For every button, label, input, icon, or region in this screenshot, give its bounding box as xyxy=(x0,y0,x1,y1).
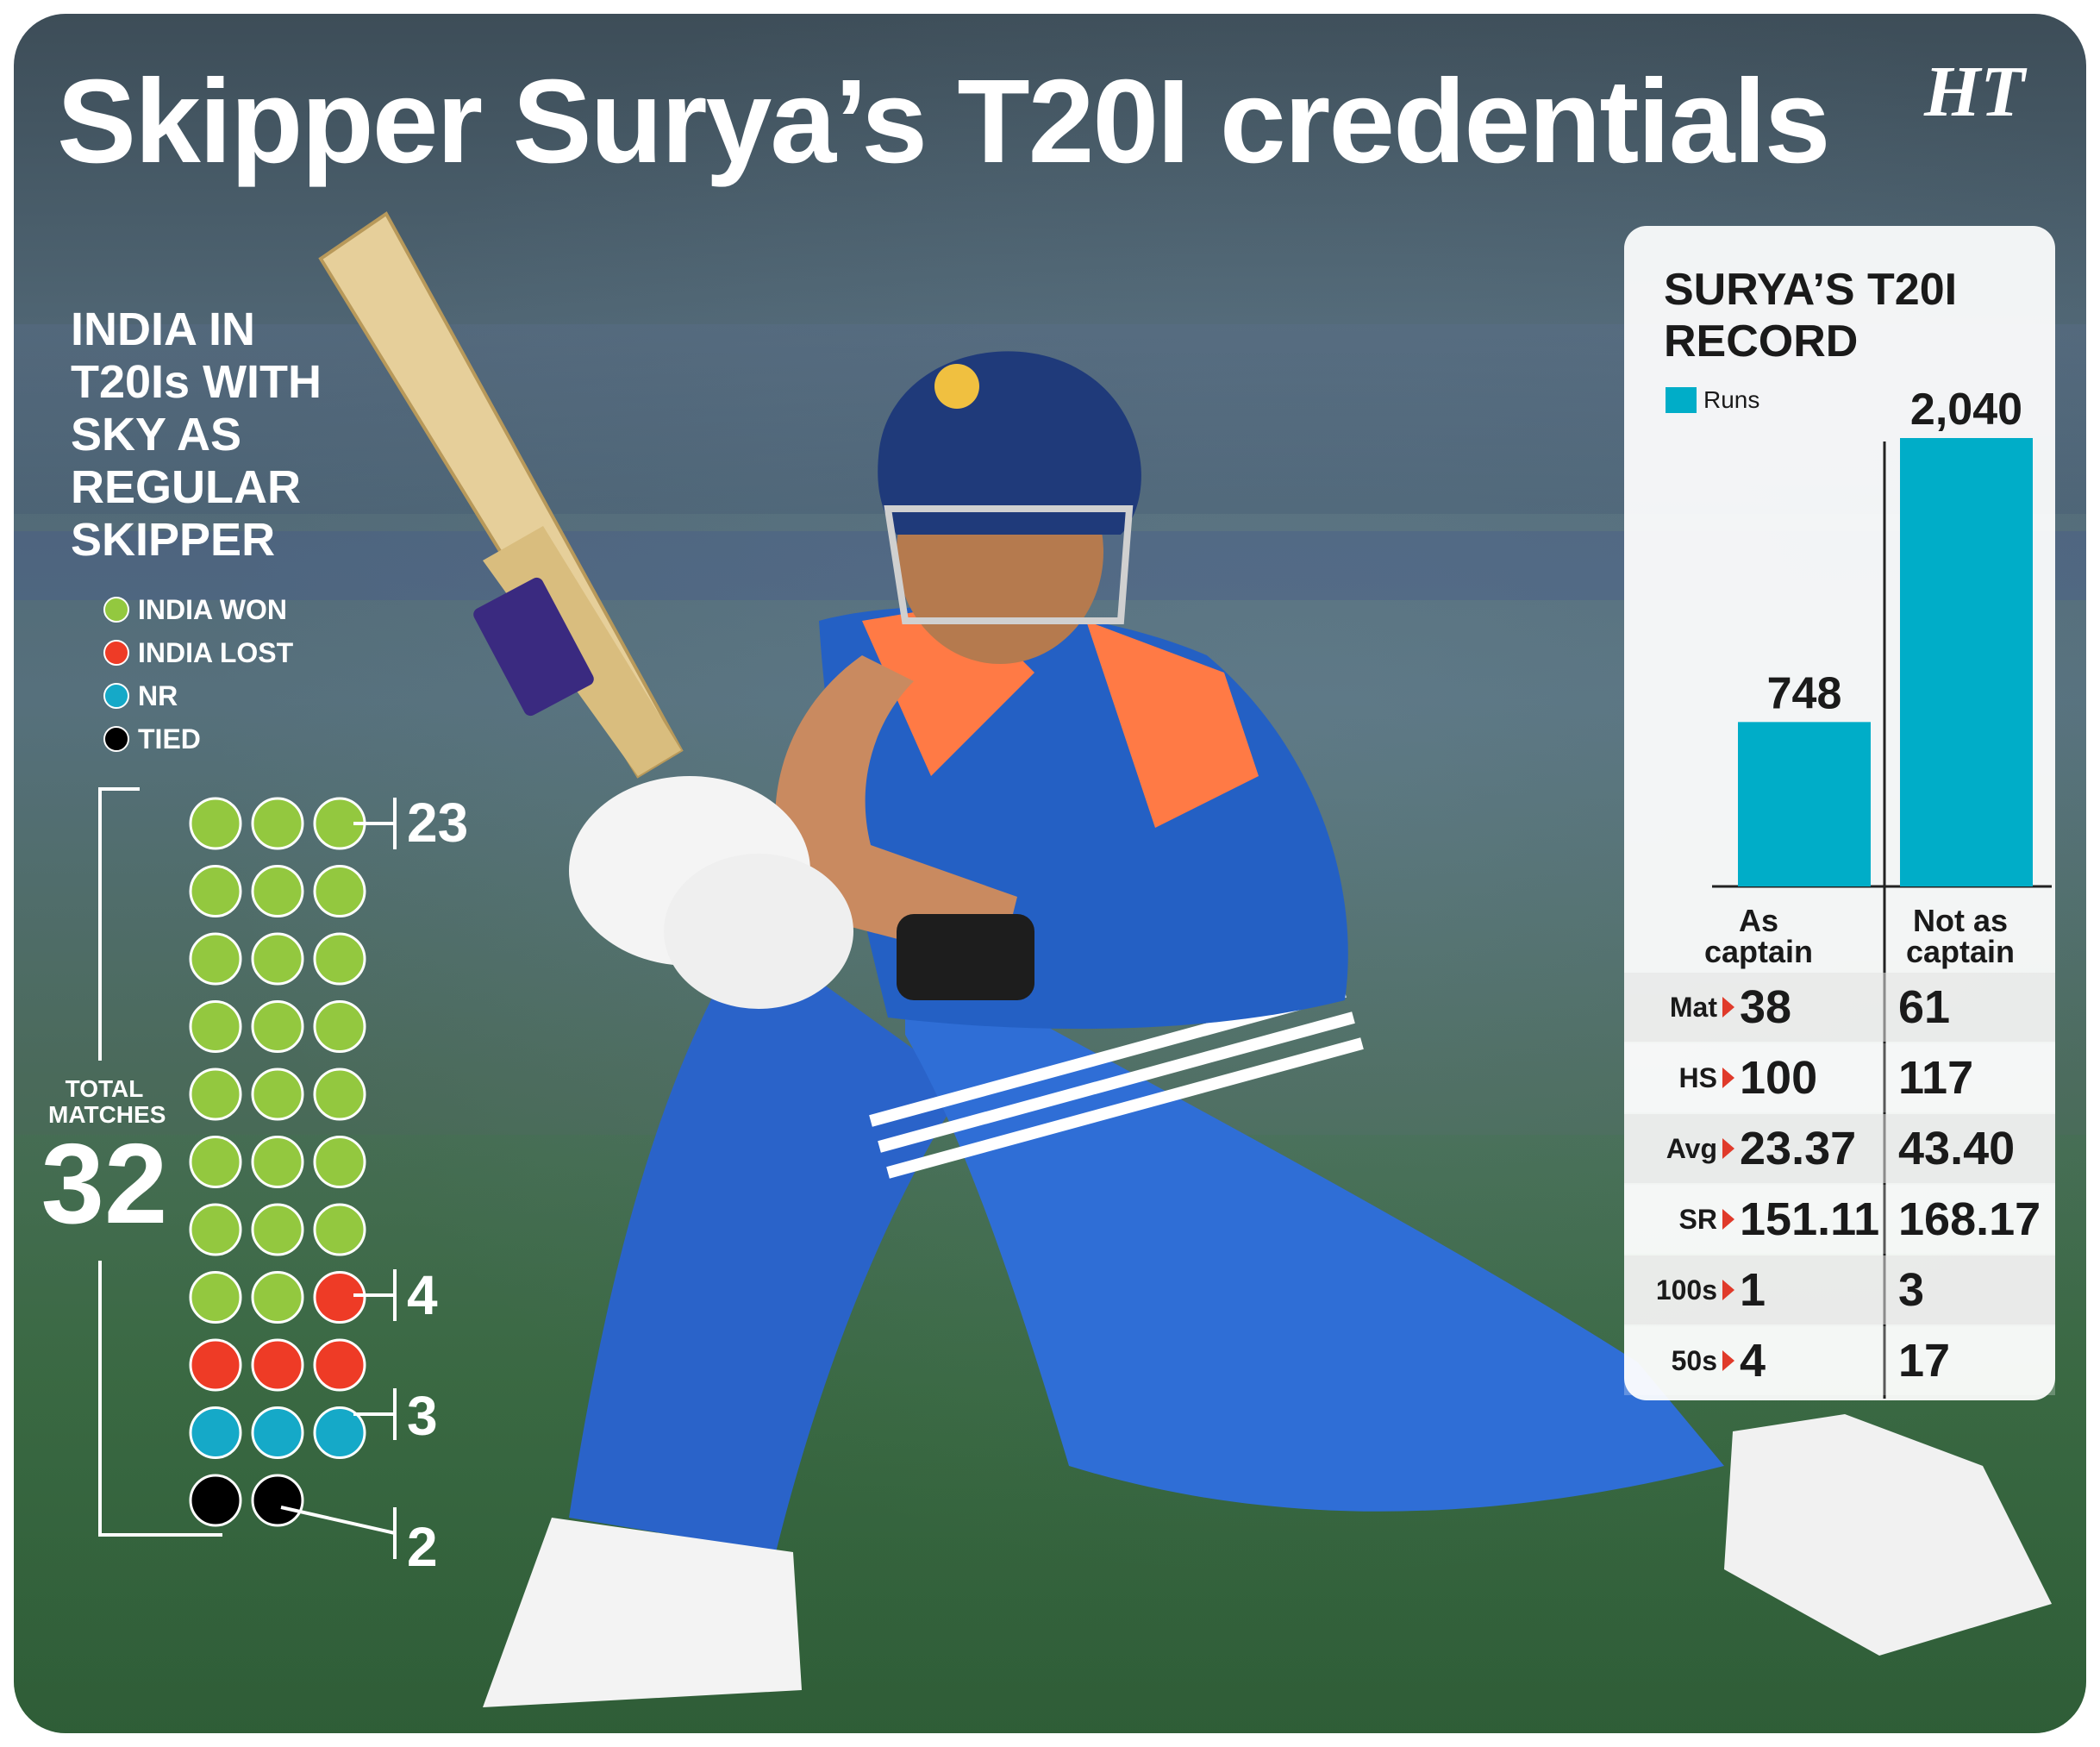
triangle-arrow-icon xyxy=(1722,1138,1734,1159)
nr-count: 3 xyxy=(407,1385,438,1447)
won-dot-icon xyxy=(103,597,129,623)
page-title: Skipper Surya’s T20I credentials xyxy=(57,55,1831,188)
runs-bar xyxy=(1738,722,1871,886)
legend-item-tied: TIED xyxy=(103,717,293,761)
bar-value-label: 2,040 xyxy=(1910,385,2022,435)
stat-row xyxy=(1624,1114,2055,1183)
category-label-line: Not as xyxy=(1913,903,2008,938)
bars-group: 748 2,040 xyxy=(1738,385,2033,886)
legend-label: INDIA LOST xyxy=(138,636,294,668)
stat-row xyxy=(1624,1326,2055,1395)
legend-label: INDIA WON xyxy=(138,593,288,625)
stat-name: HS xyxy=(1678,1062,1717,1093)
stat-value-captain: 1 xyxy=(1740,1264,1766,1316)
record-title: SURYA’S T20I RECORD xyxy=(1664,264,1957,367)
runs-bar xyxy=(1900,438,2033,886)
record-title-line: SURYA’S T20I xyxy=(1664,265,1958,315)
legend-label: NR xyxy=(138,679,178,711)
stat-value-not-captain: 43.40 xyxy=(1898,1123,2016,1174)
nr-dot-icon xyxy=(103,683,129,709)
total-matches-label: TOTAL MATCHES xyxy=(48,1075,166,1128)
legend-item-nr: NR xyxy=(103,674,293,717)
heading-line: T20Is WITH xyxy=(71,356,322,408)
stat-value-not-captain: 168.17 xyxy=(1898,1193,2041,1245)
bar-value-label: 748 xyxy=(1767,668,1842,718)
total-label-line: MATCHES xyxy=(48,1101,166,1128)
stat-value-not-captain: 17 xyxy=(1898,1335,1951,1387)
tied-count: 2 xyxy=(407,1516,438,1578)
lost-dot-icon xyxy=(103,640,129,666)
tied-dot-icon xyxy=(103,726,129,752)
heading-line: SKY AS xyxy=(71,409,242,460)
runs-legend: Runs xyxy=(1666,386,1759,414)
category-label-line: As xyxy=(1739,903,1778,938)
triangle-arrow-icon xyxy=(1722,1350,1734,1371)
stat-name: 50s xyxy=(1671,1345,1717,1376)
stat-value-captain: 4 xyxy=(1740,1335,1766,1387)
triangle-arrow-icon xyxy=(1722,1280,1734,1300)
stat-row xyxy=(1624,1185,2055,1254)
ht-logo: HT xyxy=(1924,52,2025,132)
stat-value-captain: 100 xyxy=(1740,1052,1818,1104)
stat-name: Avg xyxy=(1666,1133,1717,1164)
lost-count: 4 xyxy=(407,1264,438,1326)
total-label-line: TOTAL xyxy=(65,1075,144,1102)
runs-legend-label: Runs xyxy=(1703,386,1760,413)
stat-row xyxy=(1624,1255,2055,1324)
legend-item-lost: INDIA LOST xyxy=(103,631,293,674)
stat-name: 100s xyxy=(1655,1274,1717,1306)
triangle-arrow-icon xyxy=(1722,1068,1734,1088)
heading-line: SKIPPER xyxy=(71,514,276,566)
legend-label: TIED xyxy=(138,723,201,755)
stat-value-captain: 38 xyxy=(1740,981,1792,1033)
results-legend: INDIA WON INDIA LOST NR TIED xyxy=(103,588,293,761)
heading-line: INDIA IN xyxy=(71,304,255,355)
category-label-line: captain xyxy=(1906,934,2015,969)
won-count: 23 xyxy=(407,792,469,854)
runs-swatch-icon xyxy=(1666,387,1697,413)
runs-bar-chart: 748 2,040 As captain Not as captain xyxy=(1704,385,2052,1399)
stat-row xyxy=(1624,973,2055,1042)
stat-name: Mat xyxy=(1669,992,1717,1023)
left-panel-heading: INDIA IN T20Is WITH SKY AS REGULAR SKIPP… xyxy=(71,304,381,567)
category-label-line: captain xyxy=(1704,934,1813,969)
stat-name: SR xyxy=(1678,1204,1717,1235)
stat-value-captain: 23.37 xyxy=(1740,1123,1857,1174)
record-title-line: RECORD xyxy=(1664,316,1859,366)
total-matches-value: 32 xyxy=(41,1120,168,1247)
legend-item-won: INDIA WON xyxy=(103,588,293,631)
triangle-arrow-icon xyxy=(1722,997,1734,1018)
stat-value-captain: 151.11 xyxy=(1740,1193,1880,1245)
stat-value-not-captain: 3 xyxy=(1898,1264,1925,1316)
triangle-arrow-icon xyxy=(1722,1209,1734,1230)
heading-line: REGULAR xyxy=(71,461,301,513)
stat-value-not-captain: 61 xyxy=(1898,981,1951,1033)
stat-row xyxy=(1624,1043,2055,1112)
stat-value-not-captain: 117 xyxy=(1898,1052,1974,1104)
